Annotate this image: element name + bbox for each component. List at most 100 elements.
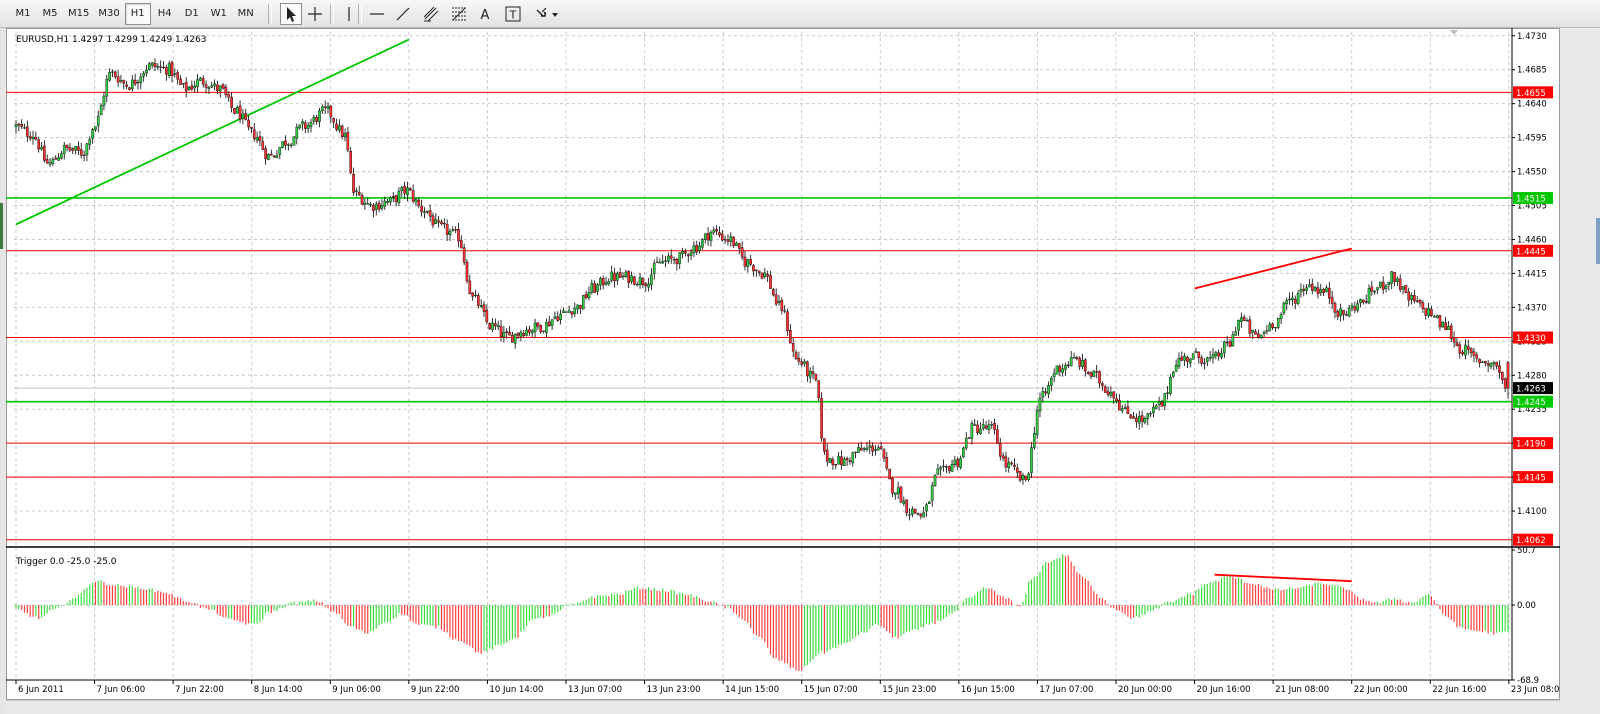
candlestick <box>1293 295 1297 310</box>
text-label-icon: T <box>505 6 521 22</box>
candlestick <box>213 79 216 91</box>
indicator-tick-label: 0.00 <box>1517 601 1536 611</box>
horizontal-line-tool-button[interactable] <box>366 3 388 25</box>
candle-body <box>1092 370 1096 378</box>
text-label-tool-button[interactable]: T <box>502 3 524 25</box>
candle-body <box>116 76 120 83</box>
candle-body <box>1438 315 1442 328</box>
chart-canvas[interactable]: 1.4730 1.4685 1.4640 1.4595 1.4550 1.4505 1.44… <box>6 28 1560 700</box>
candle-body <box>20 124 23 127</box>
candlestick <box>1441 321 1445 328</box>
candle-body <box>582 295 585 310</box>
time-tick-label: 23 Jun 08:00 <box>1511 685 1560 695</box>
candlestick <box>990 421 994 429</box>
candle-body <box>1259 334 1263 339</box>
candlestick <box>996 424 999 444</box>
candle-body <box>1183 355 1186 361</box>
crosshair-tool-button[interactable] <box>304 3 326 25</box>
candle-body <box>652 263 656 274</box>
price-level-tag <box>1513 244 1553 257</box>
candle-body <box>1427 307 1430 316</box>
candlestick <box>1163 393 1167 411</box>
candle-body <box>360 195 364 205</box>
candle-body <box>264 148 267 160</box>
candlestick <box>184 77 188 98</box>
candle-body <box>1123 407 1127 409</box>
candlestick <box>255 131 259 144</box>
candle-body <box>420 205 423 212</box>
candle-body <box>1342 309 1345 315</box>
candlestick <box>1492 360 1496 371</box>
candlestick <box>1356 300 1359 313</box>
equidistant-channel-tool-button[interactable] <box>420 3 442 25</box>
price-tick-label: 1.4370 <box>1517 303 1547 313</box>
candle-body <box>460 240 463 249</box>
timeframe-m30-button[interactable]: M30 <box>98 8 120 19</box>
time-tick-label: 13 Jun 23:00 <box>647 685 701 695</box>
candlestick <box>1393 271 1396 287</box>
candlestick <box>522 329 526 338</box>
fibonacci-retracement-tool-button[interactable] <box>448 3 470 25</box>
candle-body <box>1021 475 1025 480</box>
candle-body <box>1401 286 1405 290</box>
candle-body <box>553 316 557 319</box>
timeframe-w1-button[interactable]: W1 <box>210 8 227 19</box>
candle-body <box>54 157 58 160</box>
candlestick <box>102 91 106 111</box>
price-tick-label: 1.4595 <box>1517 134 1547 144</box>
candlestick <box>718 226 721 238</box>
candlestick <box>945 464 948 474</box>
candle-body <box>613 272 616 282</box>
timeframe-m1-button[interactable]: M1 <box>15 8 31 19</box>
text-tool-button[interactable]: A <box>474 3 496 25</box>
candlestick <box>374 201 378 216</box>
candle-body <box>1058 366 1062 372</box>
candle-body <box>1475 354 1479 359</box>
candlestick <box>698 241 701 254</box>
candlestick <box>573 302 577 318</box>
candlestick <box>1015 463 1019 478</box>
price-level-tag <box>1513 191 1553 204</box>
candle-body <box>1390 271 1394 284</box>
timeframe-m15-button[interactable]: M15 <box>68 8 90 19</box>
candlestick <box>1347 304 1351 318</box>
candlestick <box>925 502 928 517</box>
timeframe-d1-button[interactable]: D1 <box>184 8 199 19</box>
candlestick <box>201 75 205 88</box>
candle-body <box>502 332 506 338</box>
timeframe-m5-button[interactable]: M5 <box>42 8 58 19</box>
price-tick-label: 1.4460 <box>1517 235 1547 245</box>
candlestick <box>732 236 735 249</box>
candlestick <box>930 481 934 507</box>
timeframe-mn-button[interactable]: MN <box>237 8 254 19</box>
candle-body <box>119 80 123 82</box>
indicator-tick-label: 50.7 <box>1517 546 1536 556</box>
candle-body <box>343 133 347 138</box>
candle-body <box>1362 299 1365 303</box>
candle-body <box>990 424 994 426</box>
timeframe-h1-button[interactable]: H1 <box>124 3 151 25</box>
candlestick <box>332 117 335 128</box>
trendline-tool-button[interactable] <box>392 3 414 25</box>
candlestick <box>593 280 596 293</box>
candlestick <box>440 219 443 226</box>
cursor-tool-button[interactable] <box>280 3 302 25</box>
candle-body <box>145 69 148 74</box>
candle-body <box>17 123 21 126</box>
candle-body <box>993 423 996 430</box>
candlestick <box>224 84 228 99</box>
arrows-dropdown-button[interactable] <box>532 3 562 25</box>
vertical-line-tool-button[interactable] <box>338 3 360 25</box>
horizontal-levels-layer <box>6 91 1512 541</box>
candlestick <box>1047 381 1050 399</box>
candlestick <box>1106 386 1110 398</box>
price-level-tag-label: 1.4145 <box>1516 474 1546 484</box>
timeframe-h4-button[interactable]: H4 <box>157 8 172 19</box>
candlestick <box>1472 348 1476 363</box>
candlestick <box>338 119 341 133</box>
candlestick <box>281 141 284 149</box>
candle-body <box>1211 354 1215 359</box>
candlestick <box>383 196 387 210</box>
candlestick <box>275 149 279 159</box>
time-tick-label: 6 Jun 2011 <box>18 685 64 695</box>
